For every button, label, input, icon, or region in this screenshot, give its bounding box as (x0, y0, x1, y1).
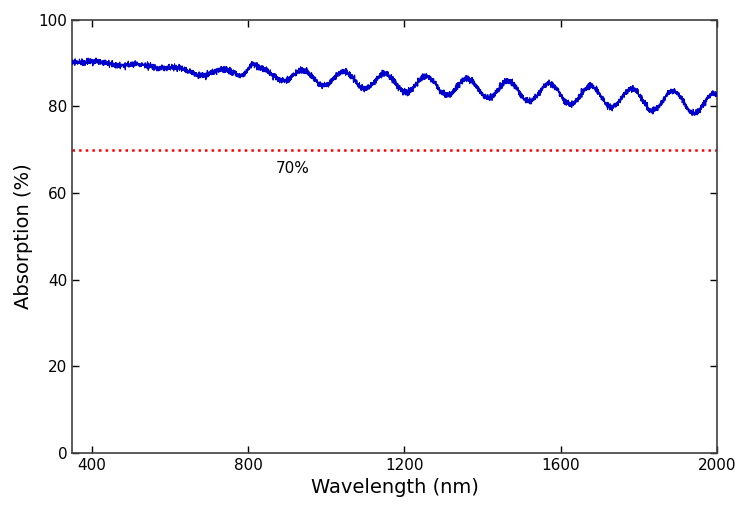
X-axis label: Wavelength (nm): Wavelength (nm) (310, 478, 478, 497)
Y-axis label: Absorption (%): Absorption (%) (14, 164, 33, 309)
Text: 70%: 70% (275, 160, 309, 176)
